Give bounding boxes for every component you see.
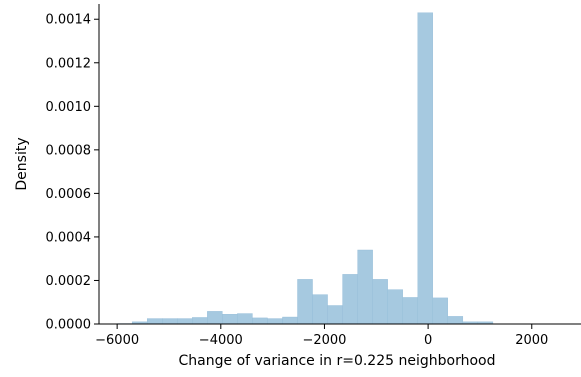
y-tick-label-4: 0.0008 xyxy=(46,143,92,158)
x-tick-label-0: −6000 xyxy=(95,333,139,348)
y-tick-label-3: 0.0006 xyxy=(46,187,92,202)
histogram-bar-18 xyxy=(388,290,403,324)
histogram-bar-9 xyxy=(252,318,267,324)
histogram-bar-10 xyxy=(267,319,282,324)
y-tick-label-6: 0.0012 xyxy=(46,56,92,71)
bars-group xyxy=(117,13,493,324)
x-axis-ticks: −6000 −4000 −2000 0 2000 xyxy=(95,324,548,348)
histogram-bar-6 xyxy=(207,311,222,324)
histogram-bar-14 xyxy=(328,306,343,325)
histogram-bar-2 xyxy=(147,319,162,324)
x-axis-label: Change of variance in r=0.225 neighborho… xyxy=(179,353,496,369)
histogram-bar-19 xyxy=(403,297,418,324)
x-tick-label-3: 0 xyxy=(424,333,432,348)
y-tick-label-1: 0.0002 xyxy=(46,274,92,289)
y-axis-ticks: 0.0000 0.0002 0.0004 0.0006 0.0008 0.0010 0.00… xyxy=(46,13,100,333)
histogram-bar-22 xyxy=(448,316,463,324)
x-tick-label-1: −4000 xyxy=(199,333,243,348)
histogram-bar-8 xyxy=(237,314,252,324)
y-tick-label-5: 0.0010 xyxy=(46,100,92,115)
histogram-bar-17 xyxy=(373,279,388,324)
histogram-bar-16 xyxy=(358,250,373,324)
histogram-bar-20 xyxy=(418,13,433,324)
x-tick-label-2: −2000 xyxy=(302,333,346,348)
y-tick-label-2: 0.0004 xyxy=(46,230,92,245)
histogram-bar-4 xyxy=(177,319,192,324)
histogram-bar-7 xyxy=(222,314,237,324)
histogram-bar-11 xyxy=(282,317,297,324)
y-axis-label: Density xyxy=(14,137,30,190)
histogram-bar-12 xyxy=(298,279,313,324)
histogram-bar-5 xyxy=(192,317,207,324)
y-tick-label-7: 0.0014 xyxy=(46,13,92,28)
histogram-bar-13 xyxy=(313,295,328,324)
histogram-bar-3 xyxy=(162,319,177,324)
y-tick-label-0: 0.0000 xyxy=(46,318,92,333)
histogram-bar-21 xyxy=(433,298,448,324)
x-tick-label-4: 2000 xyxy=(515,333,548,348)
histogram-bar-15 xyxy=(343,274,358,324)
